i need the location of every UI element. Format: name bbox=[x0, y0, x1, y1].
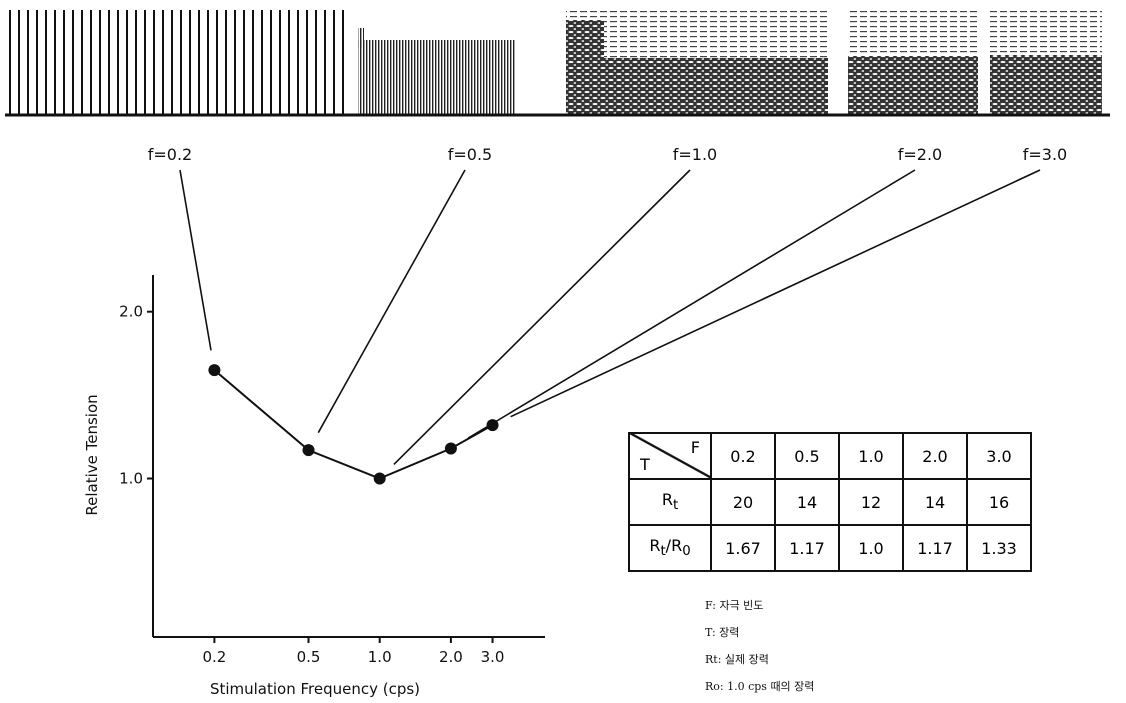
y-tick-label: 2.0 bbox=[119, 303, 143, 321]
data-point bbox=[374, 473, 386, 485]
x-tick-label: 1.0 bbox=[368, 648, 392, 666]
row-label-sub: t bbox=[673, 499, 678, 514]
leader-line bbox=[394, 170, 690, 464]
leader-line bbox=[468, 170, 915, 438]
leader-line bbox=[318, 170, 465, 433]
chart: Stimulation Frequency (cps) Relative Ten… bbox=[0, 0, 1126, 703]
annotation: f=0.5 bbox=[448, 145, 492, 164]
y-tick-label: 1.0 bbox=[119, 470, 143, 488]
row-label: Rt/R0 bbox=[629, 525, 711, 571]
header-cell: 0.2 bbox=[711, 433, 775, 479]
x-tick-label: 2.0 bbox=[439, 648, 463, 666]
x-axis-label: Stimulation Frequency (cps) bbox=[210, 680, 420, 698]
header-cell: 2.0 bbox=[903, 433, 967, 479]
data-point bbox=[303, 444, 315, 456]
row-label-text: R bbox=[671, 536, 682, 555]
row-label: Rt bbox=[629, 479, 711, 525]
table-cell: 16 bbox=[967, 479, 1031, 525]
table-cell: 1.17 bbox=[775, 525, 839, 571]
row-label-sub: t bbox=[660, 545, 665, 560]
x-tick-label: 0.5 bbox=[297, 648, 321, 666]
row-label-text: R bbox=[649, 536, 660, 555]
header-cell: 3.0 bbox=[967, 433, 1031, 479]
table-cell: 1.67 bbox=[711, 525, 775, 571]
table-cell: 1.0 bbox=[839, 525, 903, 571]
corner-bottom: T bbox=[640, 455, 650, 474]
leader-line bbox=[180, 170, 211, 350]
x-tick-label: 0.2 bbox=[202, 648, 226, 666]
note: T: 장력 bbox=[705, 619, 814, 646]
page: Stimulation Frequency (cps) Relative Ten… bbox=[0, 0, 1126, 703]
note: Ro: 1.0 cps 때의 장력 bbox=[705, 673, 814, 700]
note: Rt: 실제 장력 bbox=[705, 646, 814, 673]
table-cell: 1.17 bbox=[903, 525, 967, 571]
x-tick-label: 3.0 bbox=[481, 648, 505, 666]
data-point bbox=[445, 442, 457, 454]
y-axis-label: Relative Tension bbox=[83, 394, 101, 515]
table-cell: 20 bbox=[711, 479, 775, 525]
series-line bbox=[214, 370, 492, 478]
annotation: f=3.0 bbox=[1023, 145, 1067, 164]
data-point bbox=[208, 364, 220, 376]
header-cell: 0.5 bbox=[775, 433, 839, 479]
table-cell: 12 bbox=[839, 479, 903, 525]
trace-images bbox=[5, 8, 1110, 115]
note: F: 자극 빈도 bbox=[705, 592, 814, 619]
table-cell: 14 bbox=[903, 479, 967, 525]
row-label-text: R bbox=[662, 490, 673, 509]
annotation: f=0.2 bbox=[148, 145, 192, 164]
header-cell: 1.0 bbox=[839, 433, 903, 479]
annotation: f=1.0 bbox=[673, 145, 717, 164]
table-cell: 1.33 bbox=[967, 525, 1031, 571]
corner-top: F bbox=[691, 438, 700, 457]
annotation: f=2.0 bbox=[898, 145, 942, 164]
table-cell: 14 bbox=[775, 479, 839, 525]
leader-line bbox=[511, 170, 1040, 417]
row-label-sub: 0 bbox=[682, 545, 690, 560]
